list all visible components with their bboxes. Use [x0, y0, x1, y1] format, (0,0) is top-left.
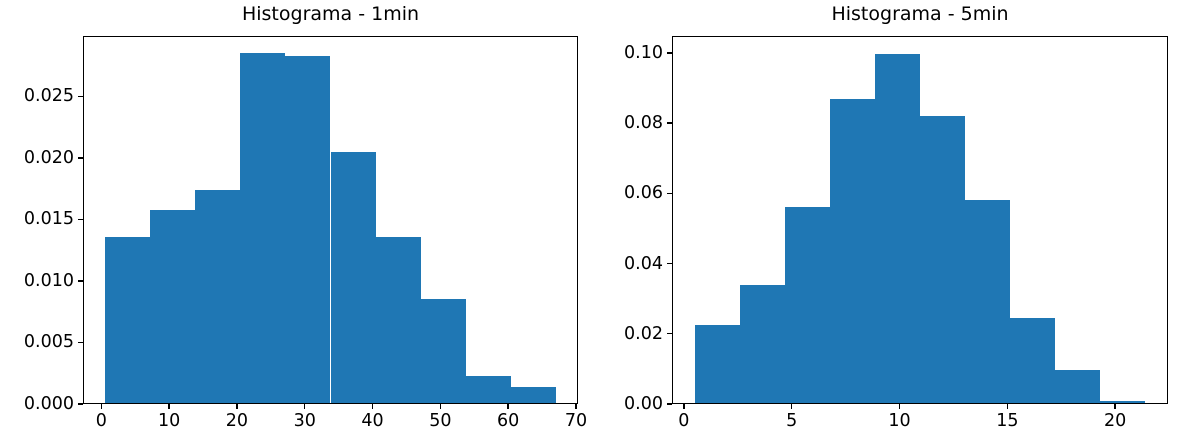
y-tick-mark [667, 122, 672, 124]
histogram-bar [829, 98, 875, 404]
x-tick-label: 50 [429, 411, 452, 431]
x-tick-label: 10 [888, 411, 911, 431]
histogram-bar [739, 284, 785, 404]
x-tick-mark [507, 404, 509, 409]
x-tick-label: 0 [678, 411, 690, 431]
histogram-bar [1100, 400, 1146, 404]
x-tick-mark [100, 404, 102, 409]
y-tick-label: 0.020 [23, 147, 74, 168]
histogram-bar [285, 55, 331, 404]
y-tick-mark [78, 280, 83, 282]
x-tick-mark [168, 404, 170, 409]
x-tick-label: 40 [361, 411, 384, 431]
x-tick-mark [1006, 404, 1009, 409]
y-tick-label: 0.06 [624, 183, 663, 204]
y-tick-mark [667, 262, 672, 265]
x-tick-label: 20 [1104, 411, 1127, 431]
chart-title-1min: Histograma - 1min [241, 3, 420, 25]
x-tick-label: 10 [157, 411, 181, 431]
x-tick-label: 30 [293, 411, 316, 431]
x-tick-mark [575, 404, 577, 409]
x-tick-label: 60 [497, 411, 520, 431]
y-tick-mark [667, 192, 672, 194]
histogram-bar [105, 236, 151, 404]
histogram-bar [240, 53, 286, 404]
y-tick-mark [667, 403, 672, 405]
histogram-bar [465, 375, 511, 404]
y-tick-label: 0.005 [23, 332, 74, 353]
x-tick-mark [898, 404, 901, 409]
histogram-bar [420, 299, 466, 404]
y-tick-label: 0.025 [23, 86, 74, 107]
y-tick-label: 0.010 [23, 270, 74, 291]
y-tick-mark [78, 157, 83, 159]
y-tick-mark [78, 403, 83, 405]
histogram-bar [1010, 317, 1056, 404]
histogram-bar [1055, 369, 1101, 404]
histogram-bar [150, 209, 196, 404]
x-tick-label: 5 [786, 411, 798, 431]
x-tick-label: 70 [564, 411, 588, 431]
x-tick-label: 0 [95, 411, 107, 431]
x-tick-mark [439, 404, 442, 409]
y-tick-mark [78, 218, 83, 221]
subplot-histogram-1min: Histograma - 1min 0 10 20 30 40 50 60 70 0.000 0.… [24, 3, 587, 431]
x-tick-mark [790, 404, 793, 409]
y-tick-label: 0.000 [23, 394, 74, 414]
chart-title-5min: Histograma - 5min [831, 3, 1009, 25]
x-tick-label: 15 [996, 411, 1019, 431]
histogram-bar [874, 53, 920, 404]
y-tick-label: 0.04 [624, 253, 663, 274]
x-tick-mark [683, 404, 685, 409]
y-tick-mark [667, 333, 672, 335]
histogram-bar [920, 116, 966, 404]
histogram-bar [195, 189, 241, 404]
histogram-bar [330, 151, 376, 404]
bars-layer [672, 36, 1168, 404]
x-tick-mark [304, 404, 306, 409]
x-tick-mark [236, 404, 238, 409]
y-tick-label: 0.02 [624, 323, 663, 344]
subplot-histogram-5min: Histograma - 5min 0 5 10 15 20 0.00 0.02 0.04 0.… [624, 3, 1168, 431]
y-tick-mark [667, 52, 672, 54]
histogram-bar [784, 207, 830, 404]
histogram-bar [375, 236, 421, 404]
x-tick-mark [1114, 404, 1116, 409]
y-tick-mark [78, 95, 83, 97]
histogram-bar [694, 325, 740, 404]
x-tick-mark [371, 404, 374, 409]
y-tick-label: 0.00 [624, 394, 663, 414]
y-tick-label: 0.015 [23, 209, 74, 230]
y-tick-label: 0.10 [624, 42, 663, 63]
histogram-bar [510, 386, 556, 404]
bars-layer [83, 36, 578, 404]
y-tick-mark [78, 341, 83, 344]
histogram-bar [965, 199, 1011, 404]
y-tick-label: 0.08 [624, 113, 663, 134]
x-tick-label: 20 [225, 411, 249, 431]
